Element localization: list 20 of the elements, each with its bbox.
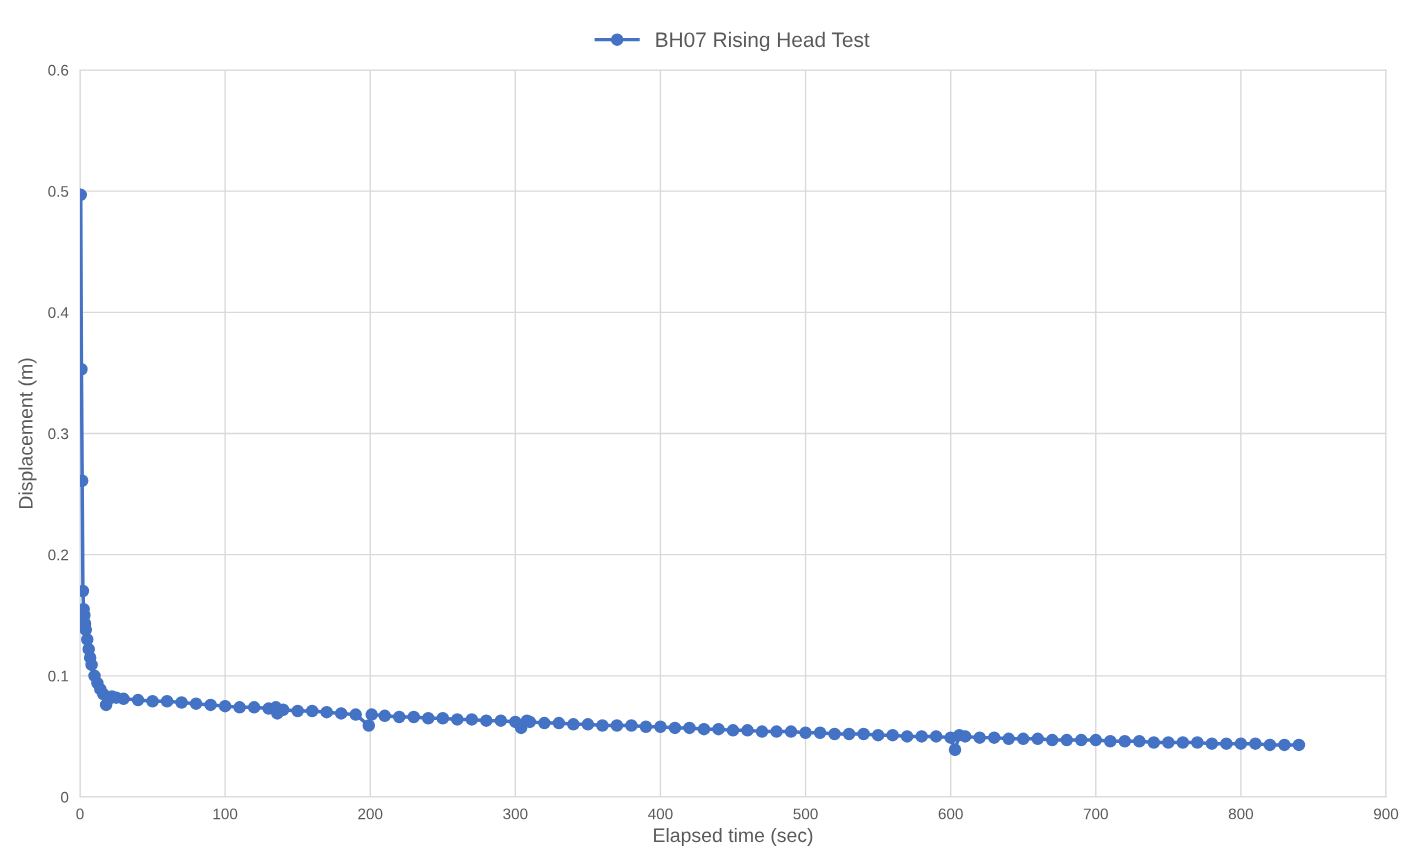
x-tick-label: 400 bbox=[648, 808, 673, 820]
y-tick-label: 0.1 bbox=[48, 670, 69, 682]
y-tick-label: 0.5 bbox=[48, 186, 69, 197]
x-tick-label: 900 bbox=[1373, 808, 1399, 820]
y-tick-label: 0.3 bbox=[48, 428, 69, 440]
legend-label: BH07 Rising Head Test bbox=[656, 31, 870, 52]
y-axis-title: Displacement (m) bbox=[18, 358, 37, 509]
x-axis-title: Elapsed time (sec) bbox=[654, 827, 813, 847]
x-tick-label: 500 bbox=[793, 808, 818, 820]
x-tick-label: 0 bbox=[76, 808, 84, 820]
y-tick-label: 0.6 bbox=[48, 64, 69, 76]
y-tick-label: 0 bbox=[60, 791, 69, 803]
x-tick-label: 800 bbox=[1228, 808, 1254, 820]
x-tick-label: 300 bbox=[503, 808, 528, 820]
x-tick-label: 600 bbox=[938, 808, 963, 820]
y-tick-label: 0.4 bbox=[48, 307, 69, 319]
x-tick-label: 200 bbox=[358, 808, 383, 820]
y-tick-label: 0.2 bbox=[48, 549, 69, 561]
x-tick-label: 700 bbox=[1083, 808, 1108, 820]
x-tick-label: 100 bbox=[213, 808, 238, 820]
